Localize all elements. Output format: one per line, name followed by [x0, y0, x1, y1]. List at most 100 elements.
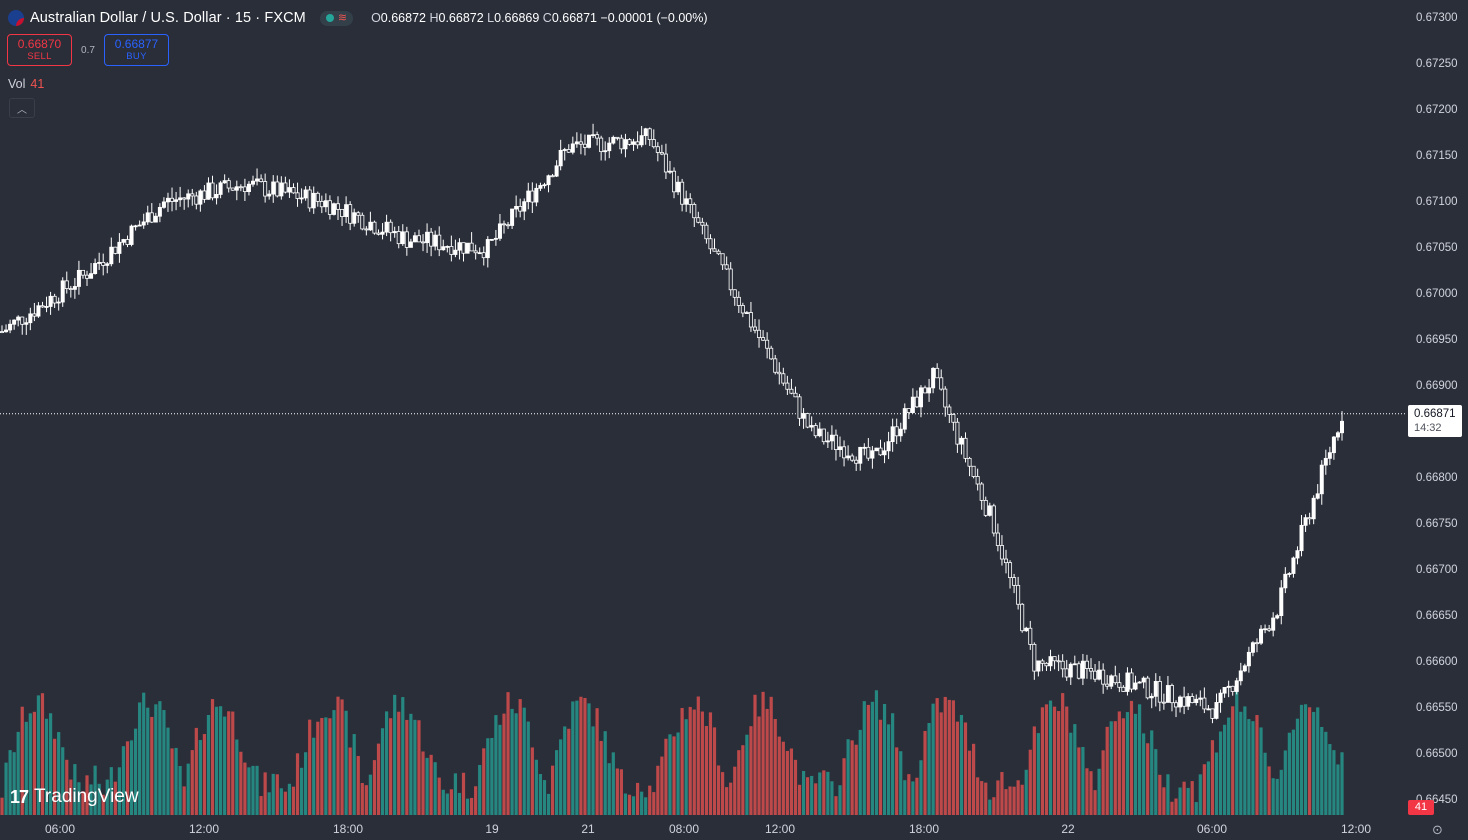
volume-bar: [1162, 787, 1166, 815]
bar-countdown: 14:32: [1414, 422, 1442, 434]
volume-bar: [89, 784, 93, 815]
candle-body: [878, 447, 883, 456]
volume-bar: [255, 765, 259, 815]
volume-bar: [984, 782, 988, 815]
candle-body: [874, 447, 879, 452]
tradingview-logo[interactable]: 17 TradingView: [10, 786, 139, 808]
volume-bar: [656, 765, 660, 815]
candle-body: [736, 296, 741, 306]
volume-bar: [935, 698, 939, 815]
candle-body: [437, 234, 442, 251]
volume-bar: [61, 747, 65, 815]
volume-bar: [546, 793, 551, 815]
volume-bar: [716, 765, 721, 815]
volume-bar: [1267, 766, 1271, 815]
volume-bar: [150, 716, 154, 815]
volume-bar: [243, 762, 247, 815]
candle-body: [854, 459, 859, 464]
price-tick: 0.67000: [1416, 288, 1458, 300]
candle-body: [765, 339, 770, 349]
volume-bar: [899, 751, 903, 815]
candle-body: [445, 246, 450, 248]
volume-bar: [417, 720, 421, 815]
candle-body: [40, 305, 45, 308]
spread-value: 0.7: [81, 44, 95, 56]
volume-legend[interactable]: Vol 41: [8, 77, 44, 91]
buy-button[interactable]: 0.66877 BUY: [104, 34, 169, 66]
volume-bar: [555, 750, 559, 815]
price-tick: 0.66800: [1416, 472, 1458, 484]
candle-body: [663, 153, 668, 173]
candle-body: [125, 239, 130, 245]
candle-body: [327, 200, 332, 215]
candle-body: [137, 224, 142, 227]
candle-body: [692, 204, 697, 219]
candle-body: [1133, 682, 1138, 690]
volume-bar: [858, 729, 862, 815]
collapse-legend-button[interactable]: ︿: [9, 98, 35, 118]
price-tick: 0.66900: [1416, 380, 1458, 392]
trade-panel: 0.66870 SELL 0.7 0.66877 BUY: [7, 34, 169, 66]
volume-bar: [806, 777, 810, 815]
price-tick: 0.66950: [1416, 334, 1458, 346]
candle-body: [1149, 695, 1154, 699]
candle-body: [380, 231, 385, 235]
volume-bar: [1121, 718, 1125, 815]
candle-body: [178, 197, 183, 201]
price-scale[interactable]: 0.67300 0.67250 0.67200 0.67150 0.67100 0.670…: [1406, 0, 1468, 840]
volume-bar: [506, 692, 510, 815]
volume-bar: [1259, 727, 1263, 815]
candle-body: [603, 150, 608, 153]
candle-body: [935, 367, 940, 379]
volume-bar: [368, 774, 372, 815]
candle-body: [538, 185, 543, 189]
volume-bar: [8, 750, 12, 815]
volume-bar: [951, 700, 955, 815]
candle-body: [1028, 627, 1033, 645]
candle-body: [493, 237, 498, 240]
volume-bar: [267, 792, 271, 815]
volume-bar: [635, 782, 640, 815]
candle-body: [534, 187, 539, 203]
candle-body: [1218, 692, 1223, 703]
candle-body: [1254, 642, 1259, 645]
volume-bar: [607, 763, 611, 815]
sell-button[interactable]: 0.66870 SELL: [7, 34, 72, 66]
candle-body: [732, 289, 737, 298]
candle-body: [441, 246, 446, 251]
volume-bar: [190, 750, 194, 815]
low-value: 0.66869: [494, 11, 540, 25]
chart-pane[interactable]: Australian Dollar / U.S. Dollar · 15 · F…: [0, 0, 1406, 840]
candle-body: [1271, 617, 1276, 631]
candle-body: [64, 280, 69, 289]
candle-body: [769, 347, 774, 360]
symbol-title[interactable]: Australian Dollar / U.S. Dollar · 15 · F…: [30, 10, 306, 26]
volume-bar: [129, 740, 134, 815]
candlestick-plot[interactable]: [0, 0, 1406, 840]
volume-bar: [142, 692, 146, 815]
volume-bar: [959, 714, 964, 815]
candle-body: [1263, 628, 1268, 631]
settings-icon[interactable]: ⊙: [1432, 822, 1443, 837]
candle-body: [1327, 452, 1332, 459]
time-label: 06:00: [1196, 822, 1228, 836]
candle-body: [1121, 686, 1126, 692]
candle-body: [113, 246, 118, 254]
candle-body: [676, 181, 681, 193]
market-status-pill[interactable]: ≋: [319, 10, 354, 26]
volume-bar: [923, 731, 927, 815]
volume-bar: [1328, 744, 1332, 815]
candle-body: [242, 186, 247, 192]
candle-body: [1008, 562, 1013, 578]
ohlc-values: O0.66872 H0.66872 L0.66869 C0.66871 −0.0…: [371, 11, 707, 25]
candle-body: [1275, 615, 1280, 619]
volume-bar: [194, 727, 198, 815]
price-tick: 0.66550: [1416, 702, 1458, 714]
volume-bar: [992, 797, 996, 815]
volume-bar: [1052, 706, 1057, 815]
volume-bar: [850, 740, 854, 815]
volume-bar: [437, 777, 441, 815]
volume-bar: [1129, 700, 1134, 815]
volume-bar: [1166, 774, 1170, 815]
candle-body: [271, 181, 276, 195]
